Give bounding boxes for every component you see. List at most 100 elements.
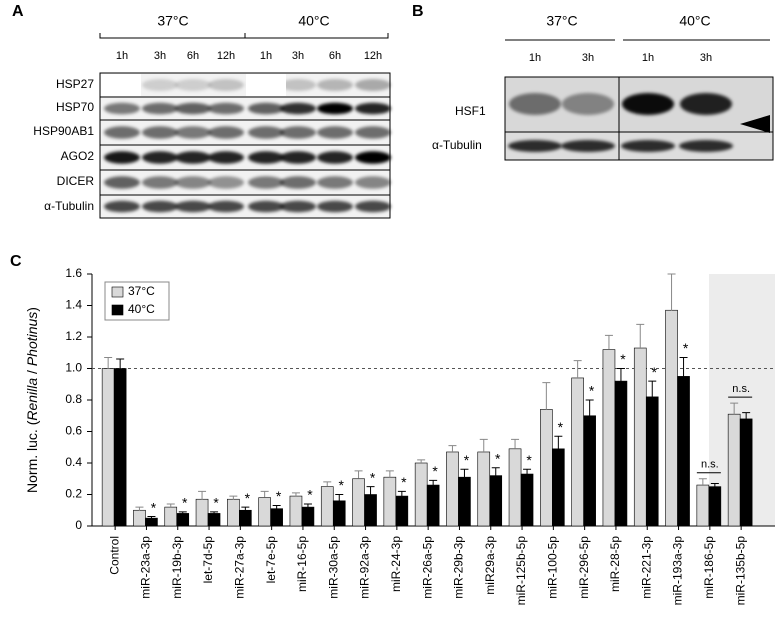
blot-band bbox=[562, 93, 614, 115]
error-bar bbox=[323, 481, 332, 487]
y-label-part: Renilla bbox=[24, 378, 40, 421]
blot-band bbox=[280, 126, 316, 139]
bar bbox=[571, 377, 584, 527]
bar bbox=[207, 513, 221, 527]
significance: * bbox=[213, 495, 219, 511]
error-bar bbox=[667, 273, 676, 311]
blot-band bbox=[175, 151, 211, 164]
blot-band bbox=[509, 93, 561, 115]
blot-band bbox=[104, 126, 140, 139]
significance: * bbox=[151, 499, 157, 515]
blot-band bbox=[248, 126, 284, 139]
bar bbox=[696, 484, 710, 527]
blank bbox=[246, 74, 286, 96]
arrowhead bbox=[740, 115, 770, 133]
time: 6h bbox=[187, 50, 199, 62]
blot-band bbox=[142, 79, 178, 91]
error-bar bbox=[104, 356, 113, 369]
error-bar bbox=[616, 368, 625, 382]
bar bbox=[708, 486, 722, 527]
bar bbox=[320, 486, 334, 527]
bar bbox=[508, 448, 522, 527]
panel-label: B bbox=[412, 3, 424, 20]
bar bbox=[364, 494, 377, 527]
error-bar bbox=[523, 468, 532, 475]
bar bbox=[458, 476, 471, 527]
error-bar bbox=[147, 516, 156, 519]
blot-band bbox=[104, 176, 140, 189]
error-bar bbox=[698, 478, 707, 486]
time: 3h bbox=[154, 50, 166, 62]
time: 1h bbox=[529, 52, 541, 64]
error-bar bbox=[335, 494, 344, 501]
error-bar bbox=[573, 360, 582, 378]
x-tick-label: miR-100-5p bbox=[546, 536, 560, 599]
bar bbox=[352, 478, 365, 527]
blot-band bbox=[280, 176, 316, 189]
significance: * bbox=[370, 469, 376, 485]
significance: * bbox=[526, 452, 532, 468]
bar bbox=[552, 448, 565, 527]
bar bbox=[258, 497, 271, 527]
error-bar bbox=[303, 503, 312, 508]
significance: * bbox=[339, 477, 345, 493]
significance: * bbox=[558, 419, 564, 435]
significance: * bbox=[276, 488, 282, 504]
bar bbox=[414, 462, 428, 527]
blot-band bbox=[317, 200, 353, 213]
temperature: 40°C bbox=[679, 13, 710, 29]
significance: * bbox=[652, 364, 658, 380]
row-label: HSP90AB1 bbox=[33, 124, 94, 138]
error-bar bbox=[354, 470, 363, 479]
error-bar bbox=[198, 490, 207, 500]
error-bar bbox=[397, 490, 406, 497]
legend-label: 40°C bbox=[128, 302, 155, 316]
bar bbox=[489, 475, 503, 527]
time: 3h bbox=[292, 50, 304, 62]
bar bbox=[289, 495, 303, 527]
blot-band bbox=[280, 151, 316, 164]
row-label: HSP70 bbox=[56, 100, 94, 114]
time: 3h bbox=[582, 52, 594, 64]
error-bar bbox=[679, 356, 688, 377]
blot-band bbox=[175, 200, 211, 213]
legend-label: 37°C bbox=[128, 284, 155, 298]
error-bar bbox=[166, 503, 175, 508]
blot-band bbox=[280, 102, 316, 115]
blot-band bbox=[317, 151, 353, 164]
row-label: AGO2 bbox=[61, 149, 95, 163]
bar-chart: 0 0.2 0.4 0.6 0.8 1.0 1.2 1.4 1.6 Control miR-23a-… bbox=[65, 266, 775, 605]
y-tick-label: 1.2 bbox=[65, 329, 82, 343]
x-tick-label: miR-92a-3p bbox=[358, 536, 372, 599]
blot-band bbox=[355, 79, 391, 91]
panel-label: A bbox=[12, 3, 24, 20]
blot-band bbox=[142, 200, 178, 213]
bar bbox=[176, 513, 190, 527]
blot-band bbox=[317, 126, 353, 139]
legend-swatch bbox=[111, 304, 124, 316]
significance: * bbox=[495, 450, 501, 466]
y-tick-label: 1.4 bbox=[65, 298, 82, 312]
blot-band bbox=[142, 151, 178, 164]
bar bbox=[383, 476, 397, 527]
blot-band bbox=[508, 140, 562, 152]
error-bar bbox=[366, 486, 375, 495]
row-label: HSP27 bbox=[56, 77, 94, 91]
x-tick-label: miR-186-5p bbox=[702, 536, 716, 599]
blot-band bbox=[175, 79, 211, 91]
panel-label: C bbox=[10, 253, 22, 270]
bar bbox=[164, 506, 178, 527]
x-tick-label: miR-19b-3p bbox=[170, 536, 184, 599]
bar bbox=[739, 418, 753, 527]
error-bar bbox=[385, 470, 394, 478]
x-tick-label: miR29a-3p bbox=[483, 536, 497, 595]
blot-band bbox=[104, 151, 140, 164]
bar bbox=[332, 500, 346, 527]
blot-band bbox=[248, 151, 284, 164]
y-label-part: Norm. luc. ( bbox=[24, 420, 40, 493]
error-bar bbox=[178, 511, 187, 514]
x-tick-label: miR-221-3p bbox=[639, 536, 653, 599]
blot-band bbox=[248, 200, 284, 213]
blot-band bbox=[208, 200, 244, 213]
temperature: 37°C bbox=[546, 13, 577, 29]
